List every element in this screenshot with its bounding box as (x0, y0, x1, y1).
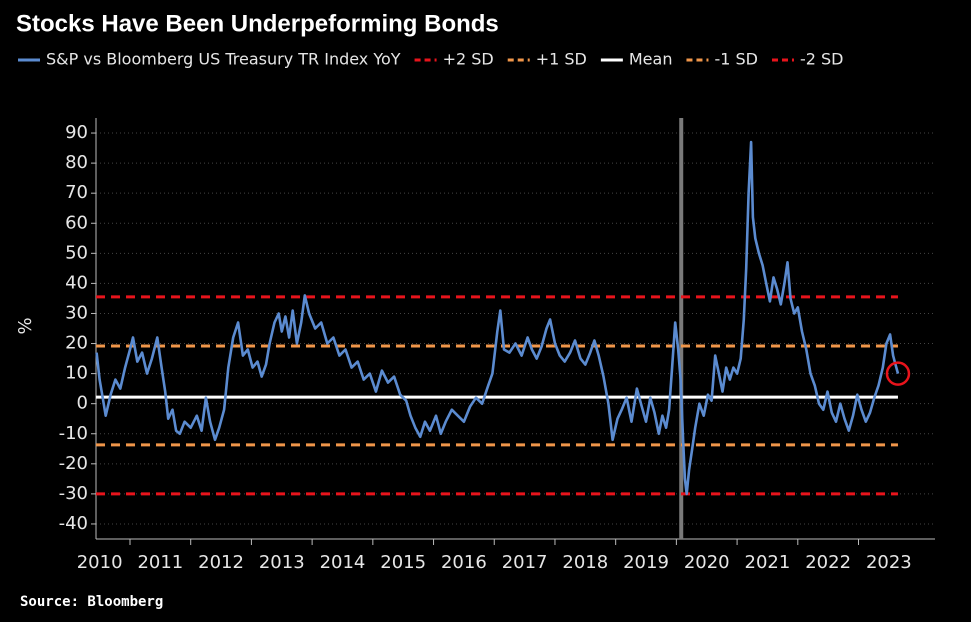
legend-label: +1 SD (536, 50, 587, 69)
x-tick-label: 2011 (137, 552, 183, 573)
y-tick-label: 20 (65, 333, 88, 354)
x-tick-label: 2019 (623, 552, 669, 573)
y-tick-label: 60 (65, 212, 88, 233)
y-tick-label: 30 (65, 302, 88, 323)
y-tick-label: -40 (59, 513, 88, 534)
y-tick-label: 10 (65, 363, 88, 384)
legend-label: Mean (629, 50, 673, 69)
chart-title: Stocks Have Been Underpeforming Bonds (16, 10, 499, 37)
x-tick-label: 2020 (684, 552, 730, 573)
y-tick-label: -30 (59, 483, 88, 504)
x-tick-label: 2010 (77, 552, 123, 573)
y-tick-label: -10 (59, 423, 88, 444)
y-tick-label: -20 (59, 453, 88, 474)
x-tick-label: 2012 (198, 552, 244, 573)
x-tick-label: 2013 (259, 552, 305, 573)
highlight-circle (885, 361, 911, 386)
y-tick-label: 80 (65, 152, 88, 173)
source: Source: Bloomberg (20, 594, 163, 610)
legend-label: -1 SD (714, 50, 758, 69)
x-tick-label: 2021 (745, 552, 791, 573)
x-tick-label: 2016 (441, 552, 487, 573)
y-tick-label: 0 (77, 393, 88, 414)
y-tick-label: 90 (65, 122, 88, 143)
x-tick-label: 2015 (380, 552, 426, 573)
x-tick-label: 2017 (502, 552, 548, 573)
y-axis-label: % (15, 317, 36, 334)
y-tick-label: 50 (65, 242, 88, 263)
y-tick-label: 70 (65, 182, 88, 203)
series-line (95, 140, 900, 496)
x-tick-label: 2014 (320, 552, 366, 573)
y-tick-label: 40 (65, 272, 88, 293)
x-tick-label: 2022 (805, 552, 851, 573)
legend-label: -2 SD (800, 50, 844, 69)
legend-label: S&P vs Bloomberg US Treasury TR Index Yo… (46, 50, 401, 69)
x-tick-label: 2023 (866, 552, 912, 573)
legend-label: +2 SD (443, 50, 494, 69)
x-tick-label: 2018 (562, 552, 608, 573)
